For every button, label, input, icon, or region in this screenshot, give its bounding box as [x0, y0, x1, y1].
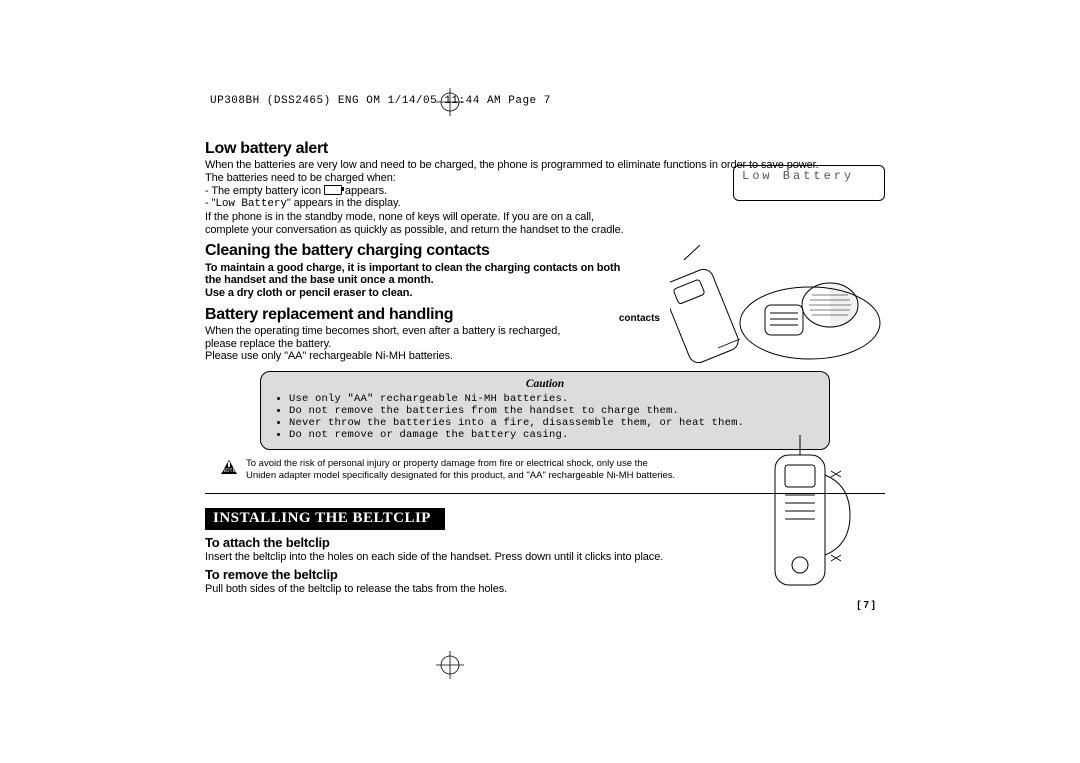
list-item: Use only "AA" rechargeable Ni-MH batteri… [289, 393, 819, 405]
print-header: UP308BH (DSS2465) ENG OM 1/14/05 11:44 A… [210, 95, 551, 108]
list-item: Do not remove or damage the battery casi… [289, 429, 819, 441]
list-item: Never throw the batteries into a fire, d… [289, 417, 819, 429]
note-icon: NOTE [220, 459, 238, 475]
crop-mark-icon [436, 88, 464, 116]
body-text: To maintain a good charge, it is importa… [205, 262, 635, 287]
crop-mark-icon [436, 651, 464, 679]
beltclip-illustration [755, 435, 865, 595]
manual-page: UP308BH (DSS2465) ENG OM 1/14/05 11:44 A… [0, 0, 1080, 763]
svg-text:NOTE: NOTE [222, 468, 237, 474]
body-text: Use a dry cloth or pencil eraser to clea… [205, 287, 635, 300]
list-item: Do not remove the batteries from the han… [289, 405, 819, 417]
phone-base-illustration [670, 245, 885, 365]
heading-low-battery: Low battery alert [205, 140, 885, 158]
page-number: [ 7 ] [857, 600, 875, 612]
body-text: - The empty battery icon appears. [205, 185, 635, 198]
battery-icon [324, 185, 342, 195]
content-area: Low Battery [205, 140, 885, 596]
caution-title: Caution [271, 378, 819, 391]
body-text: Insert the beltclip into the holes on ea… [205, 551, 725, 564]
lcd-display: Low Battery [733, 165, 885, 201]
body-text: If the phone is in the standby mode, non… [205, 211, 635, 236]
lcd-text: Low Battery [742, 170, 854, 184]
note-text: To avoid the risk of personal injury or … [246, 458, 675, 481]
caution-box: Caution Use only "AA" rechargeable Ni-MH… [260, 371, 830, 450]
caution-list: Use only "AA" rechargeable Ni-MH batteri… [271, 393, 819, 441]
section-bar-beltclip: INSTALLING THE BELTCLIP [205, 508, 445, 530]
contacts-label: contacts [619, 313, 660, 325]
body-text: - "Low Battery" appears in the display. [205, 197, 635, 211]
body-text: When the operating time becomes short, e… [205, 325, 585, 350]
